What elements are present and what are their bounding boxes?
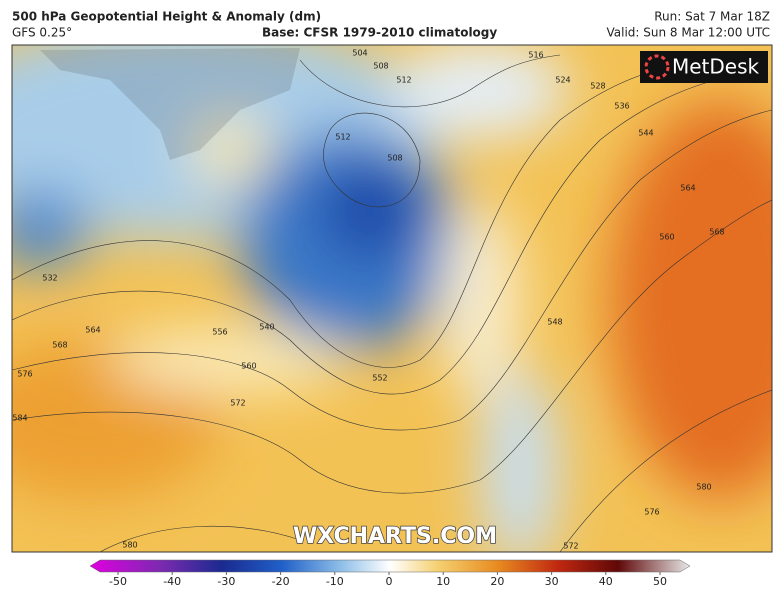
colorbar-tick-label: -20: [272, 575, 290, 588]
contour-label: 576: [17, 370, 32, 379]
contour-label: 568: [709, 228, 724, 237]
colorbar-tick-label: 0: [386, 575, 393, 588]
contour-label: 544: [638, 129, 653, 138]
colorbar-tick-label: -40: [163, 575, 181, 588]
map: [12, 45, 772, 552]
contour-label: 524: [555, 76, 570, 85]
colorbar-tick-label: 20: [490, 575, 504, 588]
colorbar: [89, 559, 691, 573]
colorbar-tick-label: -30: [217, 575, 235, 588]
colorbar-tick-label: 40: [599, 575, 613, 588]
contour-label: 512: [335, 133, 350, 142]
title: 500 hPa Geopotential Height & Anomaly (d…: [12, 10, 321, 24]
logo-icon: [644, 54, 670, 80]
contour-label: 548: [547, 318, 562, 327]
contour-label: 512: [396, 76, 411, 85]
valid: Valid: Sun 8 Mar 12:00 UTC: [606, 26, 770, 40]
colorbar-tick-label: -50: [109, 575, 127, 588]
contour-label: 540: [259, 323, 274, 332]
colorbar-tick-label: 50: [653, 575, 667, 588]
contour-label: 584: [12, 414, 27, 423]
base: Base: CFSR 1979-2010 climatology: [262, 26, 497, 40]
watermark: WXCHARTS.COM: [293, 524, 497, 549]
contour-label: 552: [372, 374, 387, 383]
logo-box: [640, 51, 768, 83]
contour-label: 572: [230, 399, 245, 408]
colorbar-tick-label: 10: [436, 575, 450, 588]
land-outline: [40, 48, 300, 160]
contour-label: 516: [528, 51, 543, 60]
contour-label: 580: [122, 541, 137, 550]
contour-label: 560: [241, 362, 256, 371]
contour-label: 536: [614, 102, 629, 111]
contour-label: 508: [373, 62, 388, 71]
contour-label: 572: [563, 542, 578, 551]
colorbar-tick-label: 30: [545, 575, 559, 588]
contour-label: 508: [387, 154, 402, 163]
contour-label: 504: [352, 49, 367, 58]
contour-label: 564: [680, 184, 695, 193]
contour-label: 564: [85, 326, 100, 335]
model: GFS 0.25°: [12, 26, 72, 40]
map-frame: [11, 44, 773, 553]
colorbar-ticks: -50 -40 -30 -20 -10 0 10 20 30 40 50: [109, 572, 667, 588]
contour-label: 528: [590, 82, 605, 91]
contours: [12, 54, 772, 552]
contour-label: 532: [42, 274, 57, 283]
contour-label: 576: [644, 508, 659, 517]
contour-labels: 504 508 512 516 524 528 536 544 564 560 568 512 508 5…: [12, 49, 724, 551]
logo: MetDesk: [672, 55, 760, 79]
run: Run: Sat 7 Mar 18Z: [654, 10, 770, 24]
contour-label: 560: [659, 233, 674, 242]
contour-label: 568: [52, 341, 67, 350]
colorbar-tick-label: -10: [326, 575, 344, 588]
contour-label: 580: [696, 483, 711, 492]
contour-label: 556: [212, 328, 227, 337]
